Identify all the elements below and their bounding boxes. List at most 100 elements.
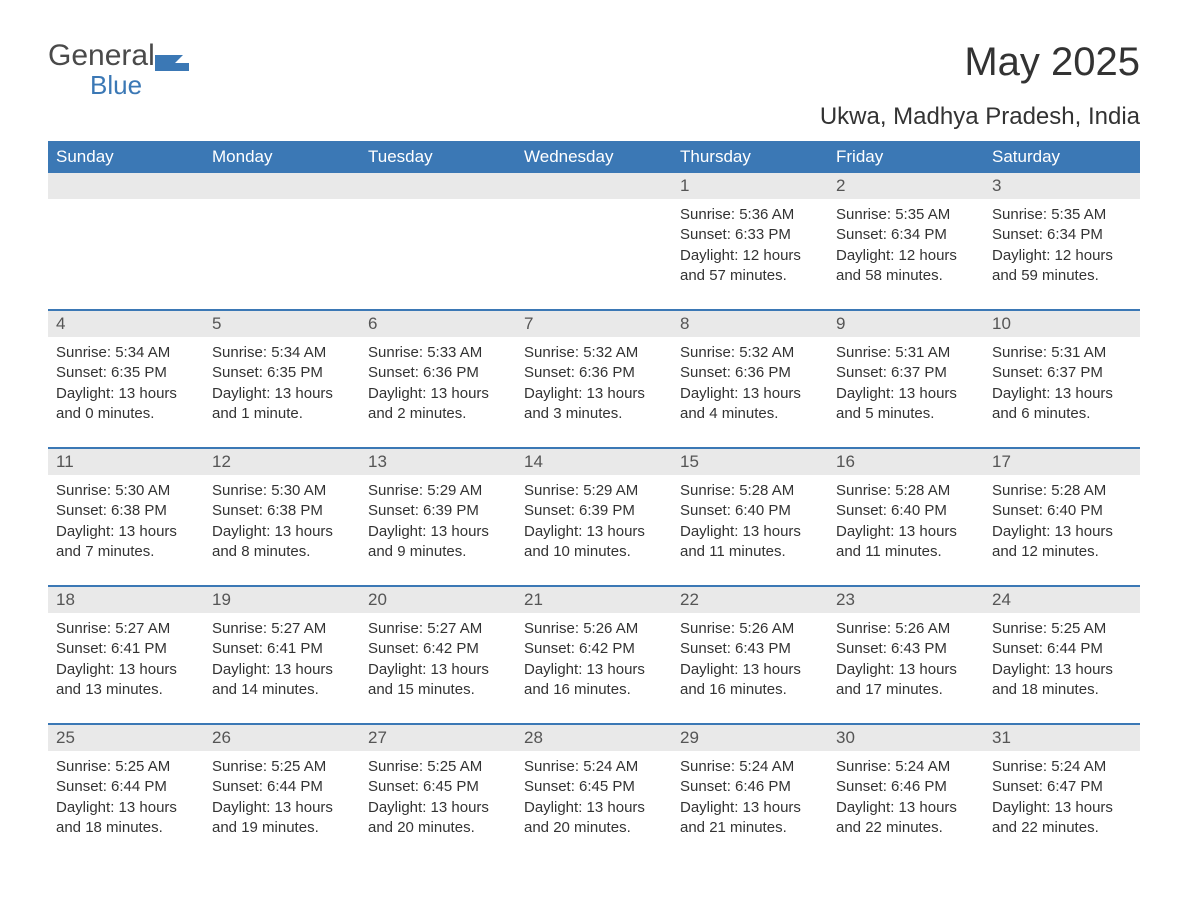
sunrise-text: Sunrise: 5:24 AM <box>524 757 664 777</box>
sunrise-text: Sunrise: 5:26 AM <box>836 619 976 639</box>
sunrise-text: Sunrise: 5:24 AM <box>680 757 820 777</box>
logo-flag-icon <box>155 46 189 78</box>
sunset-text: Sunset: 6:38 PM <box>212 501 352 521</box>
title-block: May 2025 Ukwa, Madhya Pradesh, India <box>820 40 1140 131</box>
day-cell: Sunrise: 5:25 AMSunset: 6:44 PMDaylight:… <box>48 751 204 847</box>
day-number: 25 <box>48 725 204 751</box>
sunrise-text: Sunrise: 5:30 AM <box>212 481 352 501</box>
sunrise-text: Sunrise: 5:34 AM <box>56 343 196 363</box>
sunset-text: Sunset: 6:40 PM <box>680 501 820 521</box>
sunset-text: Sunset: 6:46 PM <box>836 777 976 797</box>
day-of-week-header: SundayMondayTuesdayWednesdayThursdayFrid… <box>48 141 1140 173</box>
sunrise-text: Sunrise: 5:25 AM <box>368 757 508 777</box>
sunset-text: Sunset: 6:45 PM <box>368 777 508 797</box>
daylight-text: Daylight: 13 hours and 4 minutes. <box>680 384 820 425</box>
daylight-text: Daylight: 13 hours and 21 minutes. <box>680 798 820 839</box>
dow-cell: Thursday <box>672 141 828 173</box>
daylight-text: Daylight: 13 hours and 20 minutes. <box>368 798 508 839</box>
sunset-text: Sunset: 6:45 PM <box>524 777 664 797</box>
day-number: 19 <box>204 587 360 613</box>
day-number: 29 <box>672 725 828 751</box>
day-cell: Sunrise: 5:34 AMSunset: 6:35 PMDaylight:… <box>48 337 204 447</box>
logo-general: General <box>48 39 155 72</box>
day-cell: Sunrise: 5:24 AMSunset: 6:47 PMDaylight:… <box>984 751 1140 847</box>
day-cell: Sunrise: 5:27 AMSunset: 6:41 PMDaylight:… <box>204 613 360 723</box>
day-cell: Sunrise: 5:29 AMSunset: 6:39 PMDaylight:… <box>516 475 672 585</box>
daylight-text: Daylight: 13 hours and 15 minutes. <box>368 660 508 701</box>
sunrise-text: Sunrise: 5:32 AM <box>680 343 820 363</box>
day-number: 24 <box>984 587 1140 613</box>
daylight-text: Daylight: 13 hours and 19 minutes. <box>212 798 352 839</box>
sunset-text: Sunset: 6:35 PM <box>212 363 352 383</box>
sunrise-text: Sunrise: 5:31 AM <box>992 343 1132 363</box>
day-cell: Sunrise: 5:27 AMSunset: 6:41 PMDaylight:… <box>48 613 204 723</box>
day-cell: Sunrise: 5:24 AMSunset: 6:46 PMDaylight:… <box>672 751 828 847</box>
sunrise-text: Sunrise: 5:26 AM <box>680 619 820 639</box>
day-number: 28 <box>516 725 672 751</box>
day-number: 23 <box>828 587 984 613</box>
daylight-text: Daylight: 13 hours and 17 minutes. <box>836 660 976 701</box>
day-number: 8 <box>672 311 828 337</box>
sunset-text: Sunset: 6:42 PM <box>368 639 508 659</box>
day-cell: Sunrise: 5:24 AMSunset: 6:46 PMDaylight:… <box>828 751 984 847</box>
day-cell: Sunrise: 5:24 AMSunset: 6:45 PMDaylight:… <box>516 751 672 847</box>
sunrise-text: Sunrise: 5:25 AM <box>212 757 352 777</box>
dow-cell: Sunday <box>48 141 204 173</box>
logo-text: General Blue <box>48 40 189 99</box>
sunset-text: Sunset: 6:35 PM <box>56 363 196 383</box>
sunrise-text: Sunrise: 5:32 AM <box>524 343 664 363</box>
daylight-text: Daylight: 13 hours and 22 minutes. <box>992 798 1132 839</box>
day-number: 9 <box>828 311 984 337</box>
daylight-text: Daylight: 13 hours and 10 minutes. <box>524 522 664 563</box>
sunrise-text: Sunrise: 5:27 AM <box>368 619 508 639</box>
day-number: 6 <box>360 311 516 337</box>
daylight-text: Daylight: 13 hours and 0 minutes. <box>56 384 196 425</box>
sunrise-text: Sunrise: 5:25 AM <box>992 619 1132 639</box>
daylight-text: Daylight: 13 hours and 9 minutes. <box>368 522 508 563</box>
dow-cell: Tuesday <box>360 141 516 173</box>
dow-cell: Saturday <box>984 141 1140 173</box>
sunset-text: Sunset: 6:34 PM <box>992 225 1132 245</box>
day-cell: Sunrise: 5:25 AMSunset: 6:45 PMDaylight:… <box>360 751 516 847</box>
content-row: Sunrise: 5:27 AMSunset: 6:41 PMDaylight:… <box>48 613 1140 723</box>
sunset-text: Sunset: 6:41 PM <box>56 639 196 659</box>
day-cell: Sunrise: 5:27 AMSunset: 6:42 PMDaylight:… <box>360 613 516 723</box>
day-cell: Sunrise: 5:26 AMSunset: 6:42 PMDaylight:… <box>516 613 672 723</box>
week-row: 18192021222324Sunrise: 5:27 AMSunset: 6:… <box>48 585 1140 723</box>
day-number: 7 <box>516 311 672 337</box>
sunset-text: Sunset: 6:47 PM <box>992 777 1132 797</box>
sunset-text: Sunset: 6:37 PM <box>836 363 976 383</box>
day-cell: Sunrise: 5:28 AMSunset: 6:40 PMDaylight:… <box>672 475 828 585</box>
daylight-text: Daylight: 12 hours and 59 minutes. <box>992 246 1132 287</box>
content-row: Sunrise: 5:34 AMSunset: 6:35 PMDaylight:… <box>48 337 1140 447</box>
sunrise-text: Sunrise: 5:28 AM <box>992 481 1132 501</box>
day-cell: Sunrise: 5:25 AMSunset: 6:44 PMDaylight:… <box>204 751 360 847</box>
weeks-container: 123Sunrise: 5:36 AMSunset: 6:33 PMDaylig… <box>48 173 1140 847</box>
day-cell: Sunrise: 5:35 AMSunset: 6:34 PMDaylight:… <box>984 199 1140 309</box>
dow-cell: Monday <box>204 141 360 173</box>
sunset-text: Sunset: 6:36 PM <box>368 363 508 383</box>
dow-cell: Friday <box>828 141 984 173</box>
daylight-text: Daylight: 13 hours and 22 minutes. <box>836 798 976 839</box>
day-number: 3 <box>984 173 1140 199</box>
day-number: 22 <box>672 587 828 613</box>
week-row: 45678910Sunrise: 5:34 AMSunset: 6:35 PMD… <box>48 309 1140 447</box>
daynum-row: 123 <box>48 173 1140 199</box>
day-number: 26 <box>204 725 360 751</box>
sunrise-text: Sunrise: 5:27 AM <box>212 619 352 639</box>
day-cell <box>360 199 516 309</box>
month-title: May 2025 <box>820 40 1140 85</box>
day-number: 2 <box>828 173 984 199</box>
sunrise-text: Sunrise: 5:34 AM <box>212 343 352 363</box>
day-number: 18 <box>48 587 204 613</box>
day-cell: Sunrise: 5:26 AMSunset: 6:43 PMDaylight:… <box>828 613 984 723</box>
daylight-text: Daylight: 13 hours and 11 minutes. <box>680 522 820 563</box>
sunset-text: Sunset: 6:44 PM <box>992 639 1132 659</box>
day-number <box>360 173 516 199</box>
sunrise-text: Sunrise: 5:25 AM <box>56 757 196 777</box>
daylight-text: Daylight: 13 hours and 1 minute. <box>212 384 352 425</box>
daylight-text: Daylight: 13 hours and 18 minutes. <box>56 798 196 839</box>
daylight-text: Daylight: 13 hours and 2 minutes. <box>368 384 508 425</box>
calendar: SundayMondayTuesdayWednesdayThursdayFrid… <box>48 141 1140 847</box>
daylight-text: Daylight: 13 hours and 13 minutes. <box>56 660 196 701</box>
